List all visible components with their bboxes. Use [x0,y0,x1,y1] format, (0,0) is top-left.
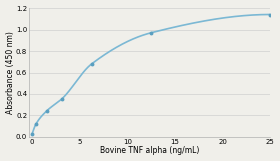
Y-axis label: Absorbance (450 nm): Absorbance (450 nm) [6,31,15,114]
X-axis label: Bovine TNF alpha (ng/mL): Bovine TNF alpha (ng/mL) [100,147,199,155]
